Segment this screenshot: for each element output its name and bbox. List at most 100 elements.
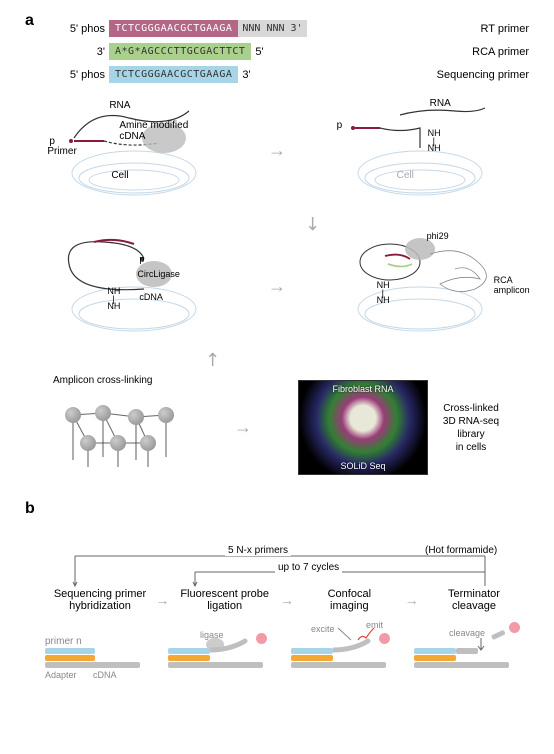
rt-label: RT primer xyxy=(481,23,530,35)
step-4: Terminator cleavage xyxy=(419,588,529,612)
rca-label: RCA primer xyxy=(472,46,529,58)
seq-steps: Sequencing primer hybridization → Fluore… xyxy=(45,588,529,612)
seq-workflow: 5 N-x primers (Hot formamide) up to 7 cy… xyxy=(45,548,529,674)
cell-1: RNA p Primer Amine modified cDNA Cell xyxy=(49,98,219,203)
diagram-row-2: CircLigase p NH | NH cDNA → phi29 NH | N… xyxy=(25,234,529,339)
rca-curve xyxy=(340,234,505,309)
rt-seq: TCTCGGGAACGCTGAAGA xyxy=(109,20,238,37)
p-label-2: p xyxy=(337,120,343,131)
panel-b: b 5 N-x primers (Hot formamide) up to 7 … xyxy=(25,500,529,674)
s4-adapter xyxy=(414,655,456,661)
ball-2 xyxy=(95,405,111,421)
s4-probe-cut xyxy=(456,648,478,654)
seq-right: 3' xyxy=(242,69,272,81)
s2-adapter xyxy=(168,655,210,661)
panel-a-label: a xyxy=(25,12,34,30)
cell-label-1: Cell xyxy=(111,170,128,181)
step-3: Confocal imaging xyxy=(294,588,404,612)
arrow-2: ↘ xyxy=(300,211,326,237)
primer-n-label: primer n xyxy=(45,636,82,647)
cell-3: CircLigase p NH | NH cDNA xyxy=(49,234,219,339)
loop-arrows: 5 N-x primers (Hot formamide) up to 7 cy… xyxy=(45,548,529,588)
diagram-row-3: Amplicon cross-linking xyxy=(25,380,529,475)
diagram-section: RNA p Primer Amine modified cDNA Cell → … xyxy=(25,98,529,475)
s3-ball xyxy=(379,633,390,644)
seq-item-1: primer n Adapter cDNA xyxy=(45,624,160,674)
primers-section: 5' phos TCTCGGGAACGCTGAAGA NNN NNN 3' RT… xyxy=(55,20,529,83)
circ-curve xyxy=(54,234,214,304)
p-label-3: p xyxy=(139,254,144,264)
arrow-3: → xyxy=(268,276,286,297)
circligase: CircLigase xyxy=(137,269,180,279)
step-2: Fluorescent probe ligation xyxy=(170,588,280,612)
cdna-label: cDNA xyxy=(139,292,163,302)
seq-primer-row: 5' phos TCTCGGGAACGCTGAAGA 3' Sequencing… xyxy=(55,66,529,83)
amine-label: Amine modified cDNA xyxy=(119,120,199,142)
hot-formamide: (Hot formamide) xyxy=(425,545,497,556)
step-1: Sequencing primer hybridization xyxy=(45,588,155,612)
loop1-label: 5 N-x primers xyxy=(225,545,291,556)
s3-adapter xyxy=(291,655,333,661)
adapter-label: Adapter xyxy=(45,670,77,680)
arrow-5: → xyxy=(234,417,252,438)
s1-cdna xyxy=(45,662,140,668)
arrow-4: ↘ xyxy=(200,347,226,373)
seq-bottom: primer n Adapter cDNA ligase excite xyxy=(45,624,529,674)
arrow-1: → xyxy=(268,140,286,161)
rna-label-2: RNA xyxy=(430,98,451,109)
diagram-row-1: RNA p Primer Amine modified cDNA Cell → … xyxy=(25,98,529,203)
nh-6: NH xyxy=(377,295,390,305)
primer-label-1: Primer xyxy=(47,146,76,157)
seq-seq: TCTCGGGAACGCTGAAGA xyxy=(109,66,238,83)
cell-2: RNA p NH | NH Cell xyxy=(335,98,505,203)
cleave-arrow xyxy=(476,636,496,656)
final-right-group: Fibroblast RNA SOLiD Seq Cross-linked 3D… xyxy=(298,380,506,475)
seq-item-4: cleavage xyxy=(414,624,529,674)
seq-arrow-2: → xyxy=(280,592,294,608)
seq-label: Sequencing primer xyxy=(437,69,529,81)
nh-4: NH xyxy=(107,301,120,311)
crosslinked-label: Cross-linked 3D RNA-seq library in cells xyxy=(436,402,506,454)
rt-left: 5' phos xyxy=(55,23,105,35)
s3-cdna xyxy=(291,662,386,668)
nh-2: NH xyxy=(428,143,441,153)
cell-4: phi29 NH | NH RCA amplicon xyxy=(335,234,505,339)
fibroblast-image: Fibroblast RNA SOLiD Seq xyxy=(298,380,428,475)
s2-cdna xyxy=(168,662,263,668)
rt-extra: NNN NNN 3' xyxy=(238,20,306,37)
s4-primer xyxy=(414,648,456,654)
fibroblast-top: Fibroblast RNA xyxy=(299,384,427,394)
rna-curve-2 xyxy=(345,103,495,163)
crosslink: Amplicon cross-linking xyxy=(48,380,188,475)
seq-arrow-3: → xyxy=(405,592,419,608)
ball-3 xyxy=(128,409,144,425)
s1-adapter xyxy=(45,655,95,661)
seq-left: 5' phos xyxy=(55,69,105,81)
s4-ball xyxy=(509,622,520,633)
seq-item-3: excite emit xyxy=(291,624,406,674)
rca-left: 3' xyxy=(55,46,105,58)
ball-6 xyxy=(110,435,126,451)
ball-5 xyxy=(80,435,96,451)
s2-primer xyxy=(168,648,210,654)
fibroblast-bottom: SOLiD Seq xyxy=(299,461,427,471)
ball-4 xyxy=(158,407,174,423)
rca-right: 5' xyxy=(255,46,285,58)
rca-seq: A*G*AGCCCTTGCGACTTCT xyxy=(109,43,251,60)
panel-b-label: b xyxy=(25,500,529,518)
excite-label: excite xyxy=(311,624,335,634)
loop2-label: up to 7 cycles xyxy=(275,562,342,573)
rna-label-1: RNA xyxy=(109,100,130,111)
s3-primer xyxy=(291,648,333,654)
rca-amplicon: RCA amplicon xyxy=(494,276,530,296)
seq-item-2: ligase xyxy=(168,624,283,674)
seq-arrow-1: → xyxy=(155,592,169,608)
cell-label-2: Cell xyxy=(397,170,414,181)
rca-primer-row: 3' A*G*AGCCCTTGCGACTTCT 5' RCA primer xyxy=(55,43,529,60)
ball-7 xyxy=(140,435,156,451)
phi29: phi29 xyxy=(427,231,449,241)
cdna-b-label: cDNA xyxy=(93,670,117,680)
rt-primer-row: 5' phos TCTCGGGAACGCTGAAGA NNN NNN 3' RT… xyxy=(55,20,529,37)
crosslink-label: Amplicon cross-linking xyxy=(53,375,152,386)
s1-primer xyxy=(45,648,95,654)
